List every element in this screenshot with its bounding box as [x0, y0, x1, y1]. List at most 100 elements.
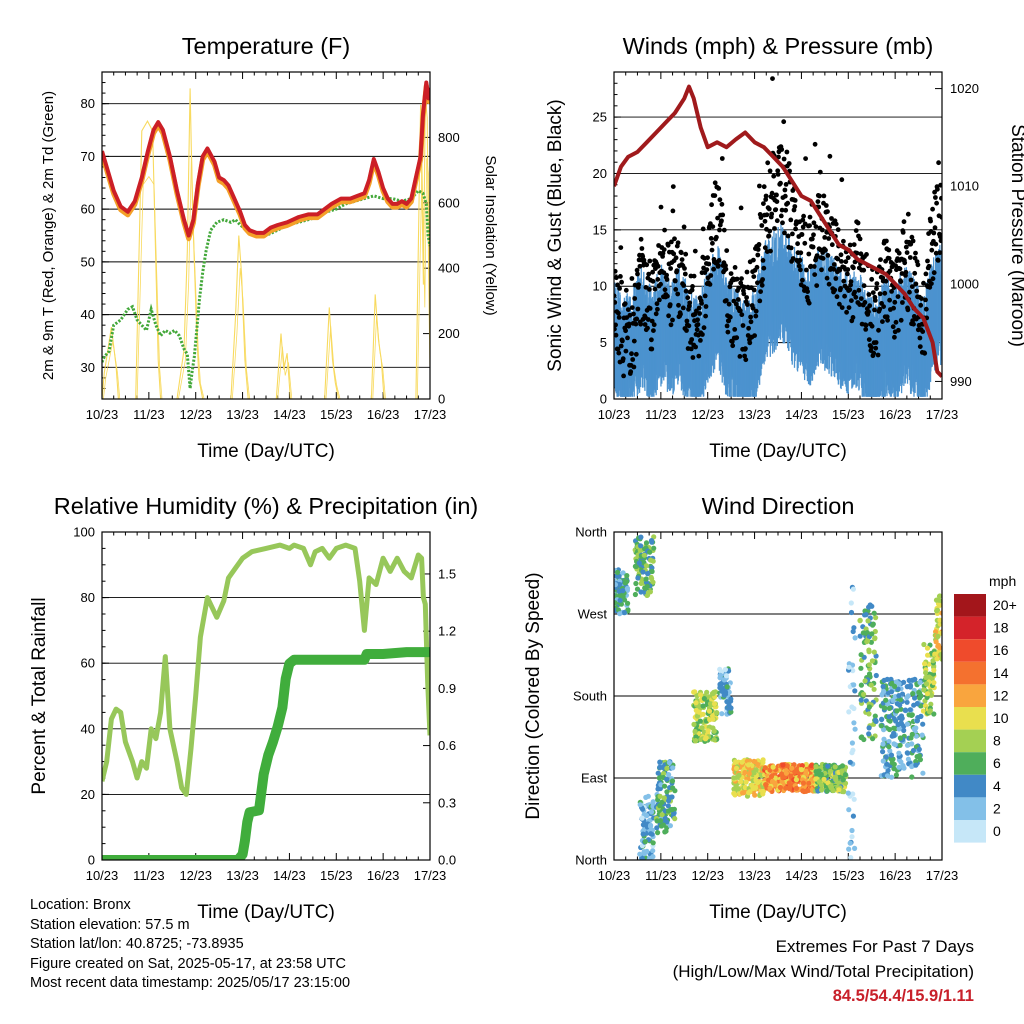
y-tick-label: 60: [81, 202, 95, 217]
gust-point: [723, 263, 728, 268]
gust-point: [899, 271, 905, 276]
gust-point: [909, 234, 915, 240]
gust-point: [728, 271, 734, 276]
direction-point: [896, 681, 902, 687]
direction-point: [923, 670, 929, 676]
gust-point: [739, 312, 745, 318]
gust-point: [666, 313, 671, 319]
gust-point: [751, 287, 757, 293]
direction-point: [872, 636, 878, 642]
gust-point: [786, 161, 792, 166]
direction-point: [664, 789, 670, 795]
gust-point: [748, 314, 753, 320]
direction-point: [919, 732, 925, 738]
direction-point: [827, 768, 834, 774]
x-tick-label: 10/23: [598, 868, 631, 883]
direction-point: [866, 725, 872, 731]
elevation-text: Station elevation: 57.5 m: [30, 916, 190, 933]
direction-point: [866, 604, 872, 610]
gust-point: [719, 218, 724, 224]
gust-point: [743, 357, 749, 363]
gust-point: [863, 322, 869, 328]
direction-point: [928, 701, 934, 707]
direction-point: [913, 762, 919, 768]
direction-point: [735, 786, 742, 792]
gust-point: [771, 173, 777, 179]
direction-point: [873, 653, 879, 659]
x-axis-label: Time (Day/UTC): [197, 902, 335, 923]
gust-point: [631, 311, 636, 317]
gust-point: [838, 252, 844, 258]
gust-point: [633, 351, 639, 357]
gust-point: [892, 334, 897, 340]
plot-area: [614, 534, 942, 860]
gust-point: [817, 169, 823, 175]
gust-point: [662, 227, 667, 233]
gust-point: [760, 277, 765, 282]
temp-2m-line: [102, 80, 430, 238]
gust-point: [695, 317, 700, 323]
gust-point: [797, 257, 803, 263]
direction-point: [657, 793, 663, 800]
direction-point: [916, 690, 923, 697]
direction-point: [851, 625, 857, 631]
gust-point: [772, 226, 777, 231]
gust-point: [755, 280, 760, 286]
gust-point: [910, 238, 916, 244]
gust-point: [839, 177, 845, 183]
direction-point: [933, 597, 940, 603]
gust-point: [735, 297, 741, 302]
direction-point: [783, 770, 790, 776]
direction-point: [937, 602, 942, 608]
direction-point: [655, 830, 661, 836]
direction-point: [852, 845, 858, 852]
direction-point: [866, 662, 872, 668]
direction-point: [659, 812, 665, 818]
direction-point: [894, 708, 900, 714]
gust-point: [779, 207, 785, 213]
gust-point: [620, 356, 626, 362]
direction-point: [625, 600, 631, 606]
chart-title: Temperature (F): [182, 33, 350, 59]
direction-point: [868, 682, 874, 688]
direction-point: [939, 610, 942, 616]
gust-point: [807, 214, 813, 220]
gust-point: [845, 271, 850, 277]
gust-point: [657, 297, 662, 303]
gust-point: [670, 184, 676, 190]
x-tick-label: 16/23: [367, 407, 400, 422]
direction-point: [893, 772, 900, 778]
direction-point: [724, 699, 730, 705]
gust-point: [774, 218, 780, 224]
gust-point: [636, 282, 642, 288]
gust-point: [658, 281, 663, 287]
direction-point: [896, 726, 902, 732]
gust-point: [782, 187, 788, 193]
direction-point: [866, 711, 872, 717]
direction-point: [858, 682, 865, 688]
gust-point: [647, 287, 652, 292]
y2-tick-label: 990: [950, 374, 972, 389]
gust-point: [626, 321, 632, 327]
gust-point: [614, 268, 618, 274]
gust-point: [919, 296, 924, 301]
gust-point: [890, 324, 896, 330]
direction-point: [749, 782, 755, 788]
gust-point: [708, 236, 714, 241]
direction-point: [661, 771, 667, 777]
gust-point: [800, 277, 805, 283]
direction-point: [886, 705, 893, 712]
direction-point: [886, 714, 892, 720]
gust-point: [927, 284, 933, 290]
gust-point: [788, 245, 794, 251]
gust-point: [763, 193, 769, 199]
gust-point: [699, 301, 704, 306]
gust-point: [917, 344, 923, 349]
gust-point: [746, 325, 751, 331]
direction-point: [898, 759, 904, 765]
gust-point: [896, 250, 902, 256]
direction-point: [645, 793, 651, 799]
gust-point: [898, 317, 904, 323]
direction-point: [907, 707, 913, 713]
